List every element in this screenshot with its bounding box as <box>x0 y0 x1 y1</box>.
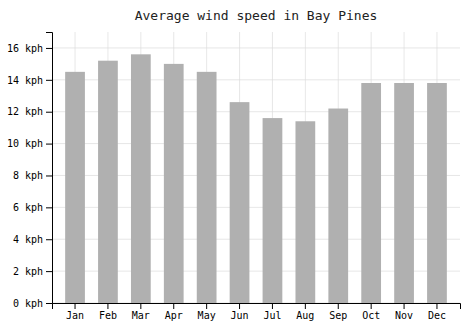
y-tick: 8 kph <box>13 170 52 181</box>
x-tick-mark <box>338 303 339 309</box>
y-grid-line <box>52 47 460 48</box>
y-tick: 4 kph <box>13 234 52 245</box>
y-tick: 14 kph <box>7 75 52 86</box>
title: Average wind speed in Bay Pines <box>135 8 378 23</box>
bar <box>98 61 118 303</box>
y-axis-line <box>46 33 53 304</box>
bar <box>230 102 250 303</box>
y-tick-label: 16 kph <box>7 43 43 54</box>
bar <box>263 118 283 303</box>
y-tick: 12 kph <box>7 106 52 117</box>
x-tick-mark <box>206 303 207 309</box>
y-tick-label: 10 kph <box>7 138 43 149</box>
y-tick-label: 12 kph <box>7 106 43 117</box>
y-tick: 10 kph <box>7 138 52 149</box>
x-tick-label: Aug <box>296 310 314 321</box>
x-tick: Jul <box>263 303 281 321</box>
x-tick-label: Jun <box>231 310 249 321</box>
y-tick-mark <box>46 80 52 81</box>
x-tick: Nov <box>395 303 413 321</box>
y-tick-label: 2 kph <box>13 266 43 277</box>
bars <box>65 54 447 303</box>
x-tick-mark <box>305 303 306 309</box>
y-tick-mark <box>46 271 52 272</box>
plot: 0 kph 2 kph 4 kph 6 kph 8 kph 10 kph 12 kph 14 … <box>7 32 461 321</box>
x-tick: Mar <box>132 303 150 321</box>
y-tick-mark <box>46 239 52 240</box>
bar <box>131 54 151 303</box>
x-tick-mark <box>436 303 437 309</box>
y-tick: 2 kph <box>13 266 52 277</box>
chart: 0 kph 2 kph 4 kph 6 kph 8 kph 10 kph 12 kph 14 … <box>0 0 474 331</box>
x-tick: Oct <box>362 303 380 321</box>
bar <box>295 121 315 303</box>
x-tick-mark <box>239 303 240 309</box>
x-tick: Jan <box>66 303 84 321</box>
x-tick-mark <box>272 303 273 309</box>
x-tick-label: Nov <box>395 310 413 321</box>
x-tick-label: Oct <box>362 310 380 321</box>
bar <box>164 64 184 303</box>
bar <box>65 72 85 303</box>
x-tick: May <box>198 303 216 321</box>
y-tick: 0 kph <box>13 298 52 309</box>
y-tick: 16 kph <box>7 43 52 54</box>
x-tick-label: Apr <box>165 310 183 321</box>
y-tick-label: 8 kph <box>13 170 43 181</box>
bar <box>394 83 414 303</box>
x-tick-label: Sep <box>329 310 347 321</box>
x-tick-mark <box>404 303 405 309</box>
x-tick-mark <box>140 303 141 309</box>
y-tick-label: 4 kph <box>13 234 43 245</box>
x-tick: Feb <box>99 303 117 321</box>
y-tick-label: 6 kph <box>13 202 43 213</box>
y-tick-mark <box>46 48 52 49</box>
x-tick: Apr <box>165 303 183 321</box>
bar <box>361 83 381 303</box>
x-axis: Jan Feb Mar Apr May Jun Jul Aug Sep Oct Nov Dec <box>53 303 461 321</box>
y-tick-mark <box>46 112 52 113</box>
y-tick-mark <box>46 207 52 208</box>
x-tick-label: Dec <box>428 310 446 321</box>
y-tick-label: 0 kph <box>13 298 43 309</box>
x-tick: Sep <box>329 303 347 321</box>
bar <box>427 83 447 303</box>
y-tick-mark <box>46 303 52 304</box>
x-tick-mark <box>371 303 372 309</box>
x-tick-mark <box>75 303 76 309</box>
x-tick: Jun <box>231 303 249 321</box>
x-tick-label: Feb <box>99 310 117 321</box>
bar <box>328 109 348 303</box>
x-tick-mark <box>173 303 174 309</box>
grid <box>52 32 460 303</box>
x-tick: Dec <box>428 303 446 321</box>
x-axis-line <box>53 304 461 310</box>
y-tick-label: 14 kph <box>7 75 43 86</box>
x-tick-mark <box>107 303 108 309</box>
x-tick-label: Mar <box>132 310 150 321</box>
bar <box>197 72 217 303</box>
y-tick-mark <box>46 144 52 145</box>
y-tick-mark <box>46 175 52 176</box>
x-tick: Aug <box>296 303 314 321</box>
x-tick-label: May <box>198 310 216 321</box>
y-axis: 0 kph 2 kph 4 kph 6 kph 8 kph 10 kph 12 kph 14 … <box>7 33 53 309</box>
x-tick-label: Jul <box>263 310 281 321</box>
y-tick: 6 kph <box>13 202 52 213</box>
x-tick-label: Jan <box>66 310 84 321</box>
